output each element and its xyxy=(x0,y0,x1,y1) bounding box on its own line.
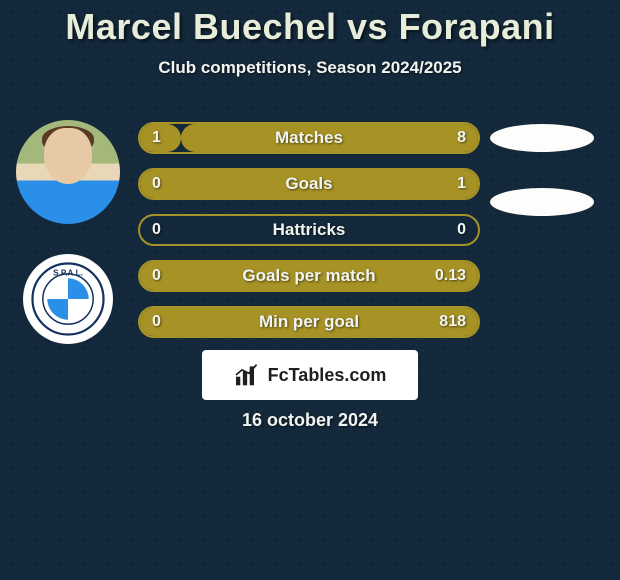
stat-label: Goals per match xyxy=(242,266,375,286)
club-crest-svg: S.P.A.L. xyxy=(31,262,105,336)
stat-left-value: 0 xyxy=(152,313,161,331)
comparison-bars: 1 8 Matches 0 1 Goals 0 0 Hattricks 0 0.13 Goals pe… xyxy=(138,122,480,338)
stat-label: Hattricks xyxy=(273,220,346,240)
side-pill xyxy=(490,124,594,152)
page-subtitle: Club competitions, Season 2024/2025 xyxy=(0,58,620,78)
page-title: Marcel Buechel vs Forapani xyxy=(0,0,620,48)
watermark-label: FcTables.com xyxy=(268,365,387,386)
stat-right-value: 1 xyxy=(457,175,466,193)
stat-label: Matches xyxy=(275,128,343,148)
stat-bar: 1 8 Matches xyxy=(138,122,480,154)
stat-bar: 0 818 Min per goal xyxy=(138,306,480,338)
stat-left-value: 0 xyxy=(152,175,161,193)
watermark-badge: FcTables.com xyxy=(202,350,418,400)
player-avatar xyxy=(16,120,120,224)
stat-right-value: 8 xyxy=(457,129,466,147)
club-crest-text: S.P.A.L. xyxy=(53,268,83,277)
stat-bar: 0 0 Hattricks xyxy=(138,214,480,246)
side-pill xyxy=(490,188,594,216)
stat-bar: 0 0.13 Goals per match xyxy=(138,260,480,292)
stat-left-value: 0 xyxy=(152,221,161,239)
stat-right-value: 0.13 xyxy=(435,267,466,285)
stat-label: Goals xyxy=(285,174,332,194)
date-label: 16 october 2024 xyxy=(0,410,620,431)
club-crest: S.P.A.L. xyxy=(23,254,113,344)
player-head-shape xyxy=(44,128,92,184)
stat-right-value: 818 xyxy=(439,313,466,331)
stat-label: Min per goal xyxy=(259,312,359,332)
stat-left-value: 0 xyxy=(152,267,161,285)
bar-chart-icon xyxy=(234,363,262,387)
stat-bar: 0 1 Goals xyxy=(138,168,480,200)
comparison-card: Marcel Buechel vs Forapani Club competit… xyxy=(0,0,620,78)
stat-left-value: 1 xyxy=(152,129,161,147)
stat-right-value: 0 xyxy=(457,221,466,239)
side-pills xyxy=(490,122,610,216)
avatar-column: S.P.A.L. xyxy=(8,120,128,344)
